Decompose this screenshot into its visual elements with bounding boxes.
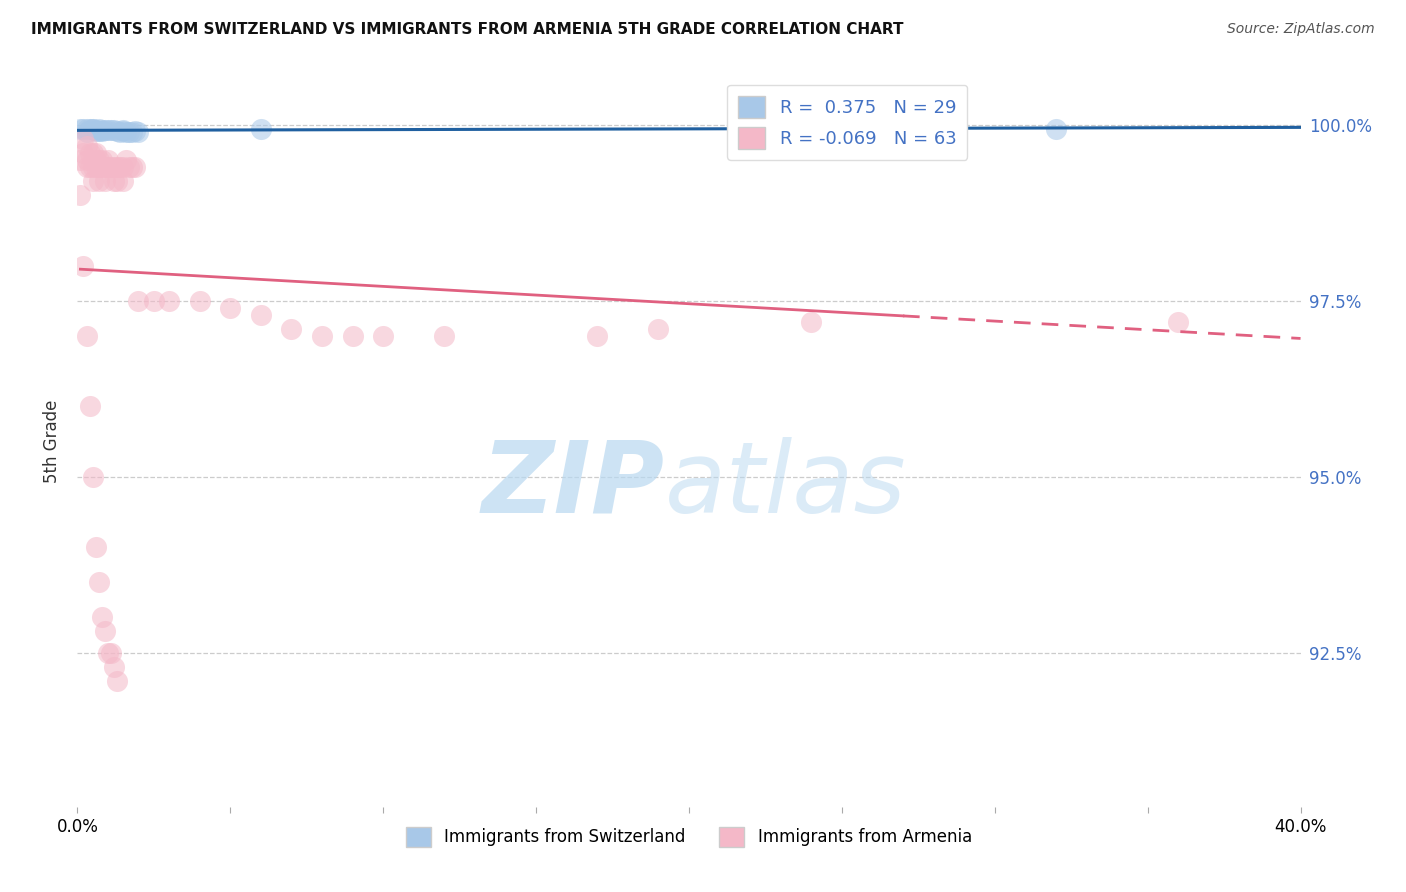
Point <box>1167 315 1189 329</box>
Text: Source: ZipAtlas.com: Source: ZipAtlas.com <box>1227 22 1375 37</box>
Point <box>84 123 107 137</box>
Point <box>250 121 273 136</box>
Point <box>800 315 823 329</box>
Point <box>105 174 128 188</box>
Point <box>94 161 117 175</box>
Point <box>72 146 94 161</box>
Point <box>69 188 91 202</box>
Point <box>121 125 143 139</box>
Point <box>115 125 138 139</box>
Point <box>105 161 128 175</box>
Point <box>82 161 104 175</box>
Point <box>90 153 112 168</box>
Point <box>82 469 104 483</box>
Legend: Immigrants from Switzerland, Immigrants from Armenia: Immigrants from Switzerland, Immigrants … <box>399 820 979 854</box>
Point <box>118 161 141 175</box>
Point <box>219 301 242 315</box>
Point <box>112 123 135 137</box>
Point <box>79 121 101 136</box>
Point <box>103 659 125 673</box>
Point <box>740 121 762 136</box>
Point <box>84 146 107 161</box>
Point <box>90 610 112 624</box>
Point <box>76 139 98 153</box>
Point <box>82 121 104 136</box>
Point <box>94 624 117 639</box>
Point <box>72 132 94 146</box>
Point <box>100 161 122 175</box>
Point <box>87 153 110 168</box>
Point <box>82 146 104 161</box>
Point <box>84 540 107 554</box>
Point <box>647 322 669 336</box>
Point <box>142 293 165 308</box>
Point <box>84 153 107 168</box>
Point <box>124 123 146 137</box>
Point <box>103 123 125 137</box>
Point <box>100 123 122 137</box>
Point <box>69 121 91 136</box>
Point <box>157 293 180 308</box>
Point <box>371 329 394 343</box>
Point <box>121 161 143 175</box>
Text: IMMIGRANTS FROM SWITZERLAND VS IMMIGRANTS FROM ARMENIA 5TH GRADE CORRELATION CHA: IMMIGRANTS FROM SWITZERLAND VS IMMIGRANT… <box>31 22 904 37</box>
Point <box>124 161 146 175</box>
Point <box>84 161 107 175</box>
Point <box>76 121 98 136</box>
Point <box>108 161 131 175</box>
Point <box>105 673 128 688</box>
Point <box>87 575 110 590</box>
Point <box>100 646 122 660</box>
Point <box>79 146 101 161</box>
Point <box>94 174 117 188</box>
Point <box>586 329 609 343</box>
Point <box>87 121 110 136</box>
Text: atlas: atlas <box>665 437 905 534</box>
Point <box>105 124 128 138</box>
Point <box>108 125 131 139</box>
Point <box>433 329 456 343</box>
Point <box>79 400 101 414</box>
Point <box>112 124 135 138</box>
Point <box>90 123 112 137</box>
Text: ZIP: ZIP <box>481 437 665 534</box>
Point <box>127 125 149 139</box>
Point <box>97 153 120 168</box>
Point <box>97 646 120 660</box>
Point <box>72 259 94 273</box>
Y-axis label: 5th Grade: 5th Grade <box>44 400 62 483</box>
Point <box>69 153 91 168</box>
Point <box>87 161 110 175</box>
Point <box>84 123 107 137</box>
Point <box>82 121 104 136</box>
Point <box>76 153 98 168</box>
Point <box>76 125 98 139</box>
Point <box>1045 121 1067 136</box>
Point <box>103 161 125 175</box>
Point <box>103 174 125 188</box>
Point <box>97 123 120 137</box>
Point <box>90 124 112 138</box>
Point <box>311 329 333 343</box>
Point <box>79 161 101 175</box>
Point <box>97 161 120 175</box>
Point <box>188 293 211 308</box>
Point <box>250 308 273 322</box>
Point <box>112 174 135 188</box>
Point <box>115 153 138 168</box>
Point <box>127 293 149 308</box>
Point <box>280 322 302 336</box>
Point <box>76 161 98 175</box>
Point <box>90 161 112 175</box>
Point <box>118 125 141 139</box>
Point <box>72 121 94 136</box>
Point <box>87 174 110 188</box>
Point <box>94 123 117 137</box>
Point <box>112 161 135 175</box>
Point <box>342 329 364 343</box>
Point <box>87 123 110 137</box>
Point <box>82 174 104 188</box>
Point <box>76 329 98 343</box>
